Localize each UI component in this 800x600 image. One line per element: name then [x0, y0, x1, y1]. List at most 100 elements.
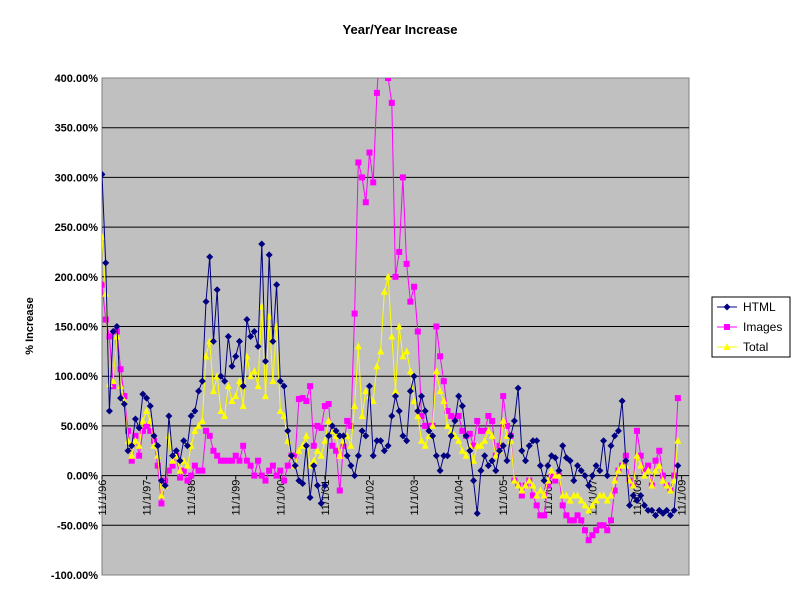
data-point-total: [648, 481, 656, 489]
data-point-total: [250, 367, 258, 375]
data-point-total: [581, 501, 589, 509]
data-point-images: [165, 467, 172, 474]
data-point-html: [235, 337, 243, 345]
data-point-total: [369, 397, 377, 405]
data-point-html: [626, 501, 634, 509]
data-point-images: [225, 457, 232, 464]
data-point-html: [206, 253, 214, 261]
data-point-total: [183, 461, 191, 469]
data-point-html: [150, 432, 158, 440]
data-point-html: [432, 452, 440, 460]
data-point-html: [254, 342, 262, 350]
data-point-html: [525, 442, 533, 450]
data-point-html: [663, 506, 671, 514]
data-point-images: [221, 457, 228, 464]
x-tick-label: 11/1/00: [275, 480, 287, 516]
data-point-html: [577, 467, 585, 475]
data-point-html: [317, 499, 325, 507]
data-point-total: [652, 466, 660, 474]
x-tick-label: 11/1/99: [231, 480, 243, 516]
data-point-total: [432, 367, 440, 375]
data-point-images: [188, 472, 195, 479]
data-point-total: [377, 347, 385, 355]
data-point-total: [406, 367, 414, 375]
data-point-total: [395, 322, 403, 330]
data-point-total: [566, 496, 574, 504]
data-point-html: [339, 432, 347, 440]
data-point-images: [581, 527, 588, 534]
data-point-images: [607, 517, 614, 524]
data-point-images: [366, 149, 373, 156]
data-point-html: [313, 482, 321, 490]
data-point-images: [563, 512, 570, 519]
legend: HTML Images Total: [711, 296, 791, 358]
data-point-html: [674, 462, 682, 470]
data-point-html: [332, 427, 340, 435]
data-point-html: [165, 412, 173, 420]
data-point-images: [529, 492, 536, 499]
data-point-total: [436, 387, 444, 395]
data-point-html: [447, 432, 455, 440]
data-point-images: [262, 477, 269, 484]
data-point-html: [600, 437, 608, 445]
data-point-images: [125, 427, 132, 434]
data-point-total: [611, 476, 619, 484]
data-point-html: [161, 482, 169, 490]
y-tick-label: 250.00%: [55, 222, 99, 234]
data-point-html: [436, 467, 444, 475]
data-point-images: [195, 467, 202, 474]
data-point-html: [544, 462, 552, 470]
data-point-total: [629, 481, 637, 489]
data-point-images: [333, 447, 340, 454]
x-tick-label: 11/1/96: [97, 480, 109, 516]
data-point-html: [143, 394, 151, 402]
data-point-total: [488, 431, 496, 439]
data-point-html: [451, 417, 459, 425]
data-point-html: [488, 457, 496, 465]
data-point-html: [176, 457, 184, 465]
data-point-total: [674, 436, 682, 444]
data-point-html: [503, 457, 511, 465]
data-point-html: [666, 511, 674, 519]
data-point-total: [380, 287, 388, 295]
x-tick-label: 11/1/97: [142, 480, 154, 516]
data-point-html: [224, 332, 232, 340]
data-point-html: [105, 407, 113, 415]
data-point-html: [172, 447, 180, 455]
data-point-html: [328, 422, 336, 430]
data-point-html: [614, 427, 622, 435]
data-point-html: [410, 372, 418, 380]
data-point-images: [652, 457, 659, 464]
data-point-total: [269, 377, 277, 385]
legend-label-html: HTML: [743, 300, 776, 314]
data-point-total: [470, 456, 478, 464]
data-point-total: [666, 486, 674, 494]
y-tick-label: 150.00%: [55, 322, 99, 334]
data-point-total: [358, 411, 366, 419]
data-point-images: [645, 462, 652, 469]
data-point-images: [128, 457, 135, 464]
data-point-images: [659, 472, 666, 479]
data-point-html: [421, 407, 429, 415]
data-point-total: [310, 456, 318, 464]
data-point-images: [437, 353, 444, 360]
data-point-images: [378, 35, 384, 41]
data-point-html: [566, 457, 574, 465]
data-point-total: [124, 436, 132, 444]
data-point-total: [302, 431, 310, 439]
data-point-images: [177, 474, 184, 481]
x-tick-label: 11/1/08: [632, 480, 644, 516]
data-point-images: [559, 502, 566, 509]
data-point-images: [206, 432, 213, 439]
data-point-html: [648, 506, 656, 514]
data-point-images: [210, 447, 217, 454]
data-point-html: [559, 442, 567, 450]
data-point-images: [503, 422, 510, 429]
data-point-html: [425, 427, 433, 435]
y-tick-label: 300.00%: [55, 172, 99, 184]
data-point-html: [514, 384, 522, 392]
data-point-images: [596, 522, 603, 529]
data-point-html: [365, 382, 373, 390]
data-point-images: [281, 477, 288, 484]
data-point-total: [336, 451, 344, 459]
